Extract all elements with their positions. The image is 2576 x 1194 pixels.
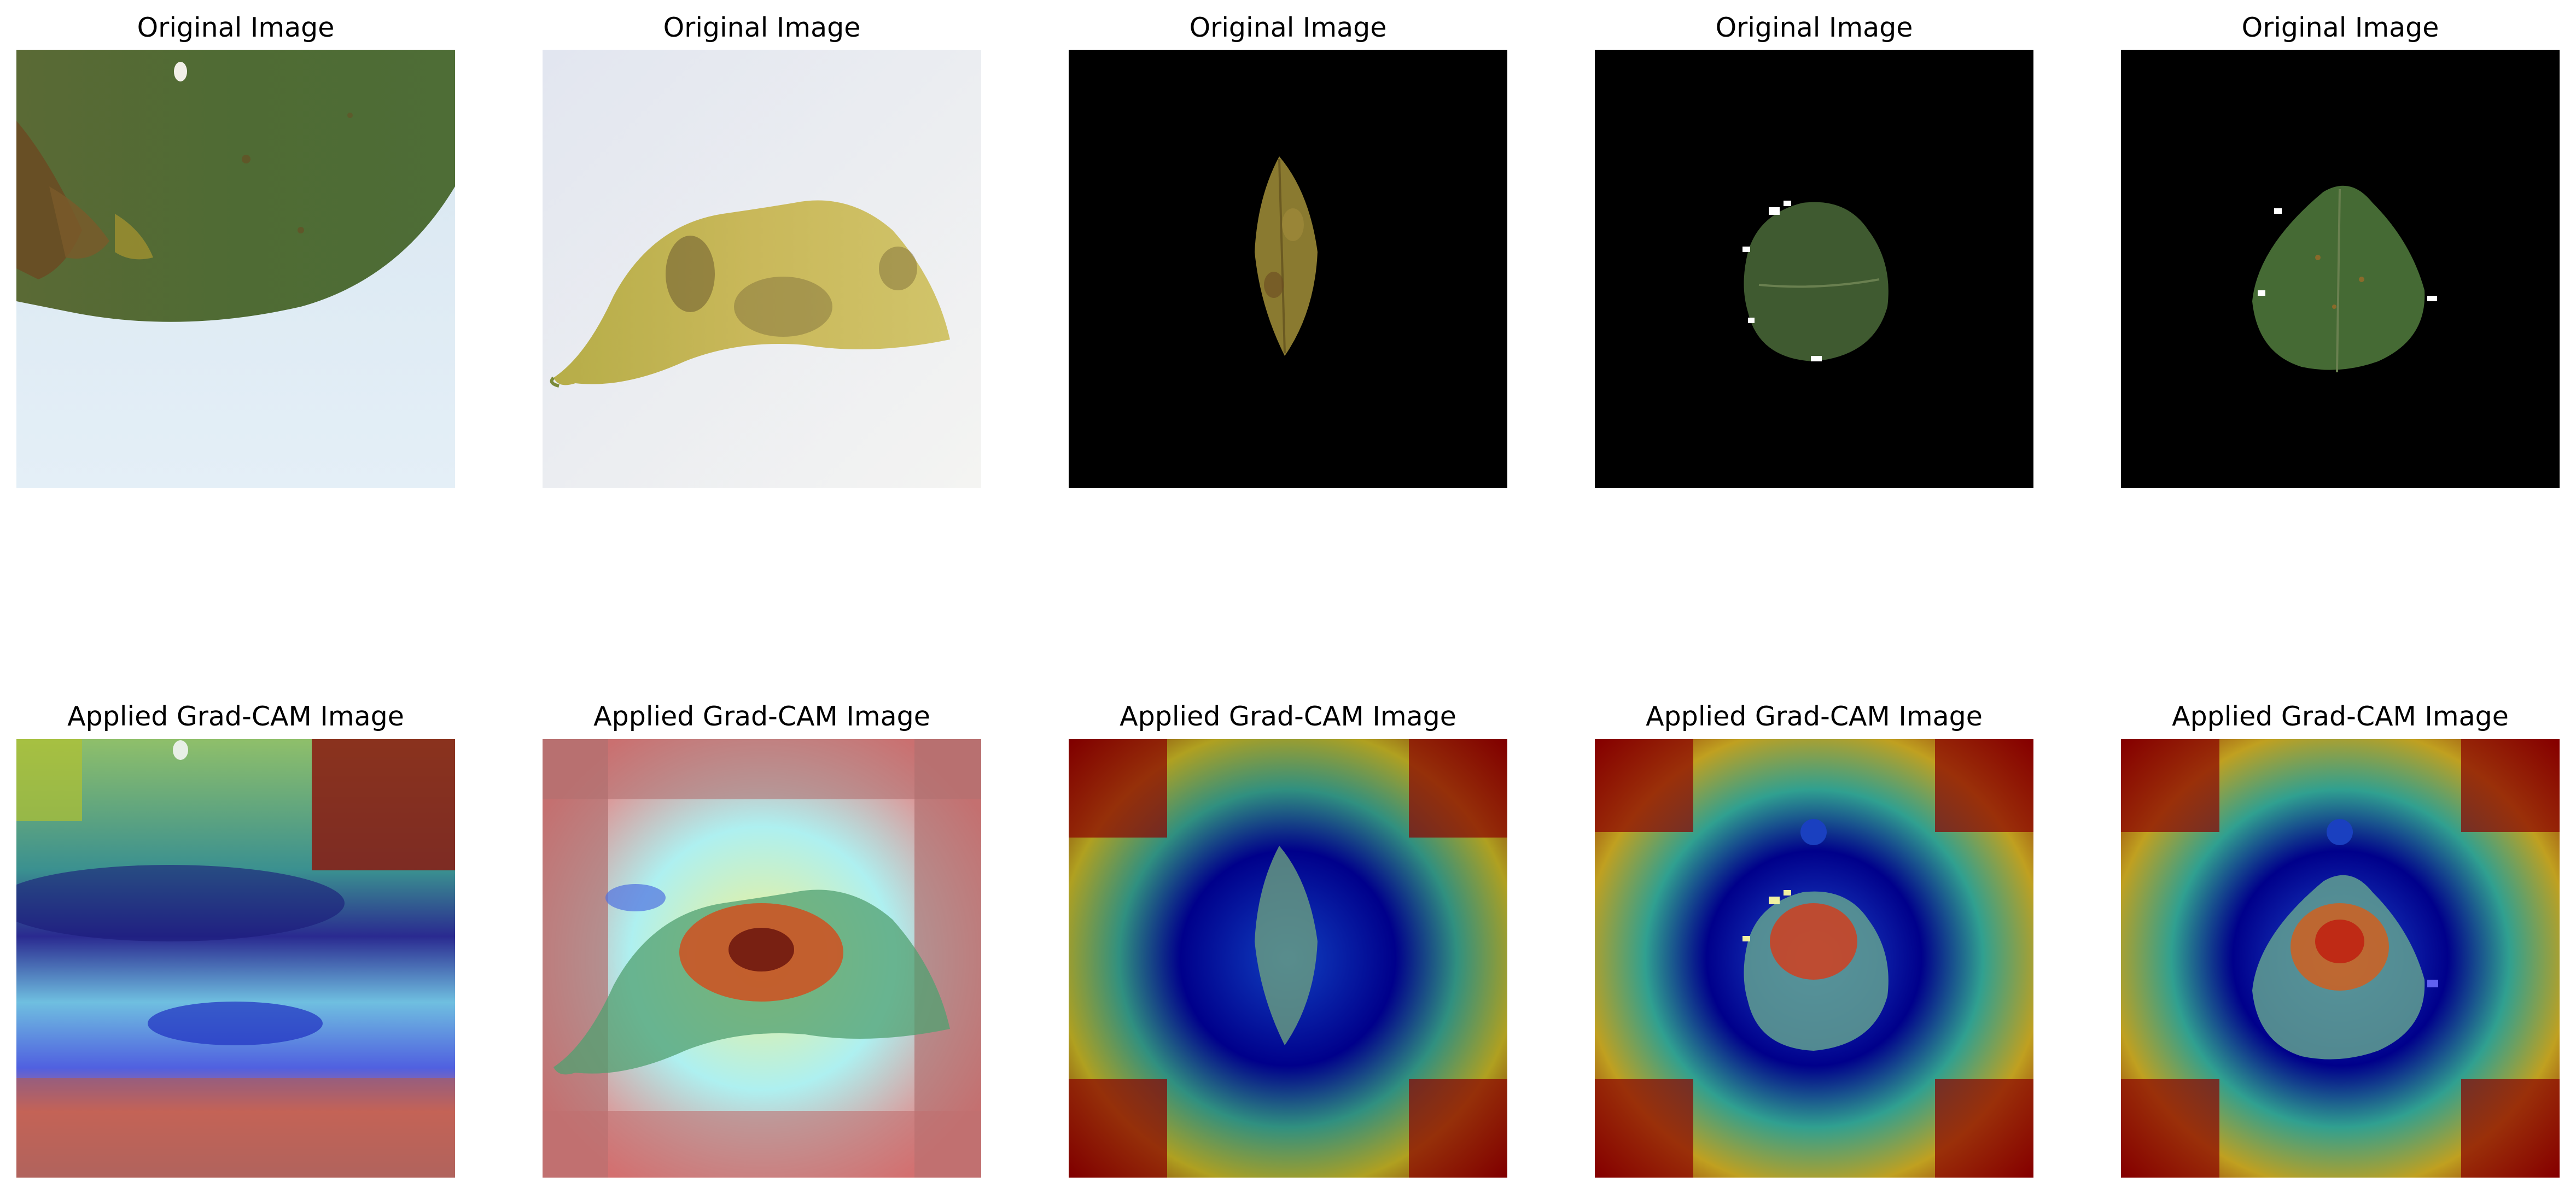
panel-title: Applied Grad-CAM Image [67,701,404,732]
original-image [16,50,455,488]
gradcam-dry-leaf [1069,739,1507,1178]
pod-image [543,50,981,488]
original-image [543,50,981,488]
gradcam-leaf-closeup [16,739,455,1178]
gradcam-spotted-leaf [2121,739,2560,1178]
panel-title: Original Image [663,12,861,43]
dry-leaf-image [1069,50,1507,488]
gradcam-image [1069,739,1507,1178]
panel-title: Original Image [1715,12,1913,43]
panel-title: Applied Grad-CAM Image [1120,701,1456,732]
gradcam-image [2121,739,2560,1178]
gradcam-green-leaf [1595,739,2033,1178]
panel-title: Applied Grad-CAM Image [2172,701,2509,732]
leaf-closeup-image [16,50,455,488]
original-image [1069,50,1507,488]
green-leaf-image [1595,50,2033,488]
panel-title: Original Image [1189,12,1387,43]
original-image [1595,50,2033,488]
gradcam-image [1595,739,2033,1178]
panel-title: Original Image [2241,12,2439,43]
gradcam-pod [543,739,981,1178]
panel-title: Applied Grad-CAM Image [593,701,930,732]
panel-title: Original Image [137,12,335,43]
original-image [2121,50,2560,488]
spotted-leaf-image [2121,50,2560,488]
panel-title: Applied Grad-CAM Image [1646,701,1983,732]
gradcam-image [543,739,981,1178]
gradcam-image [16,739,455,1178]
